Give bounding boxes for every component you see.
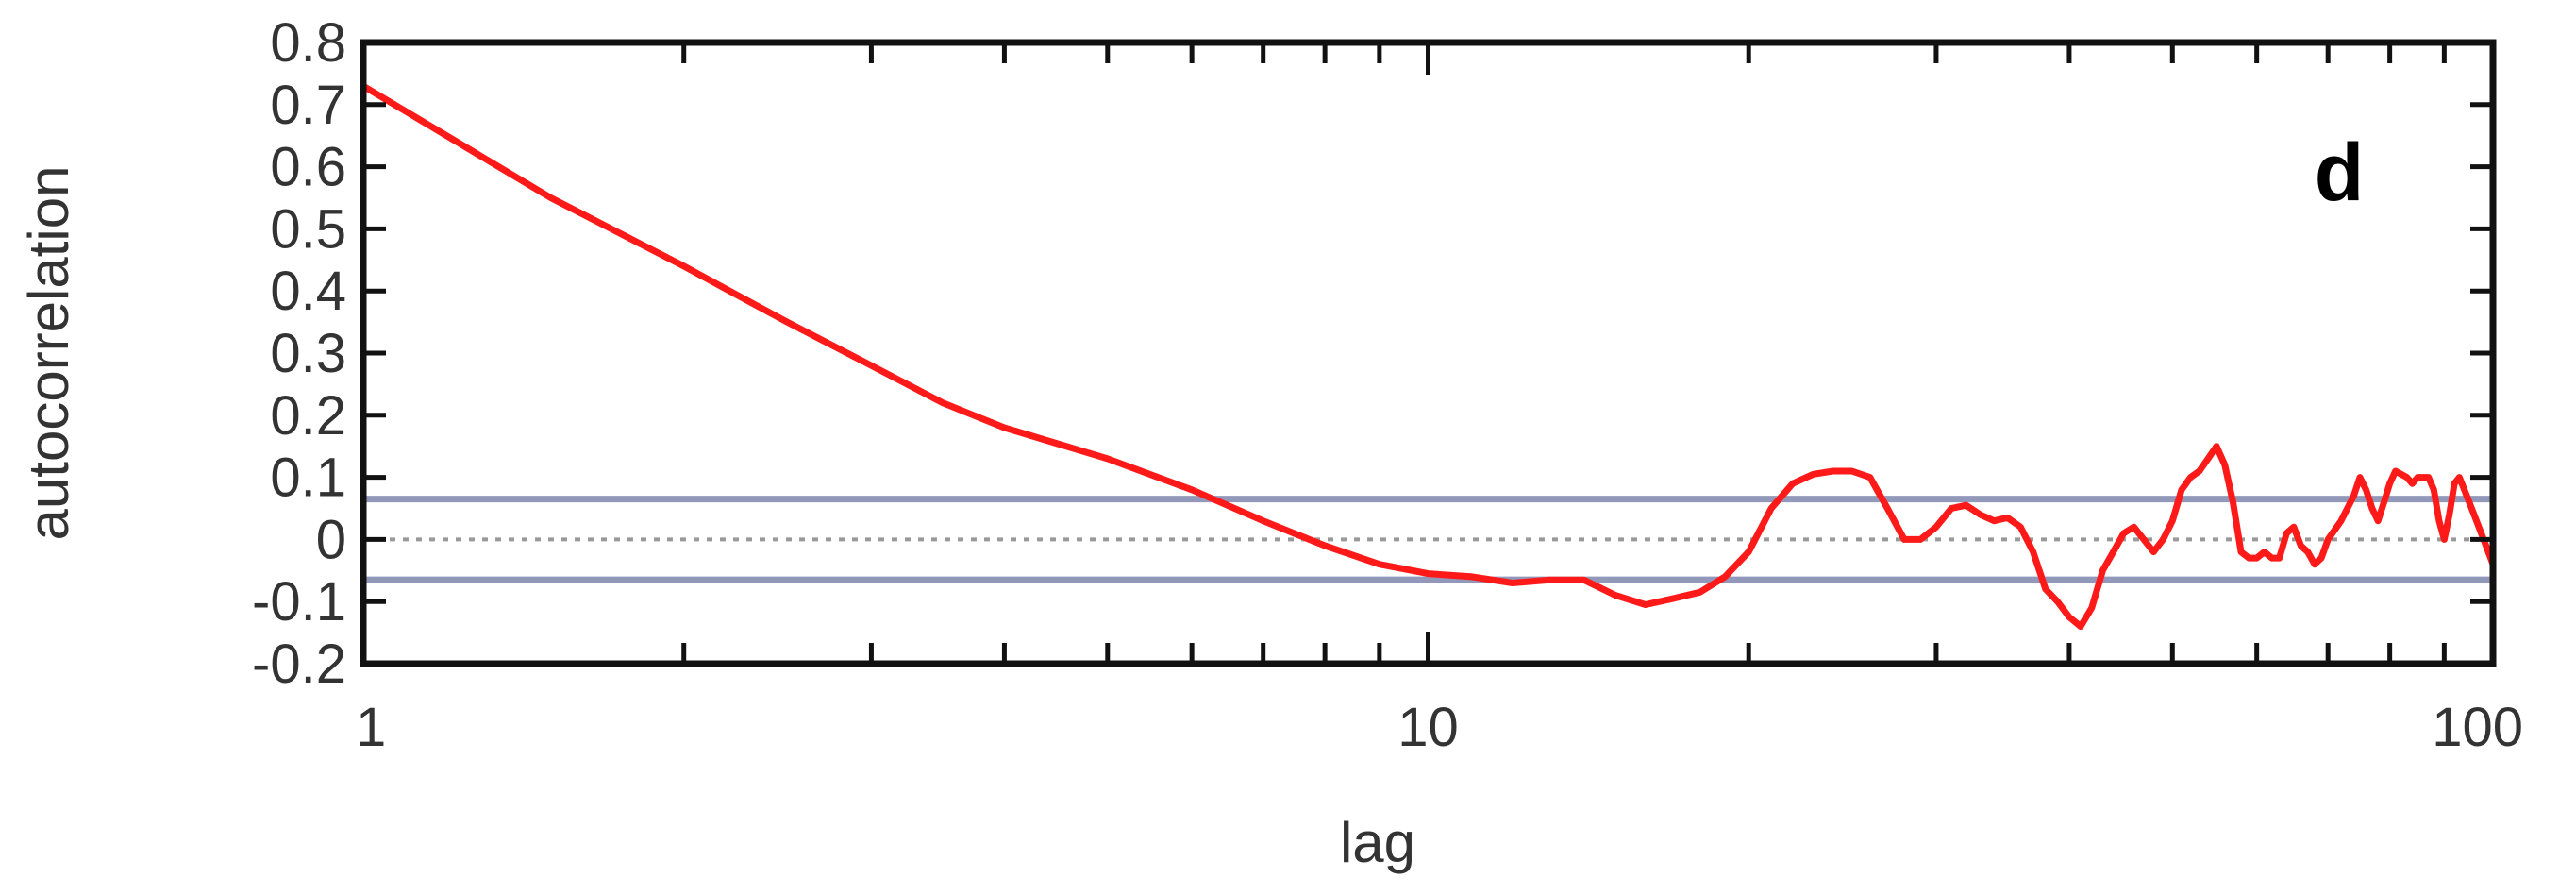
- y-tick-label: 0.1: [270, 448, 346, 509]
- x-tick-labels: 1 10 100: [356, 697, 2523, 758]
- y-tick-label: -0.1: [252, 571, 346, 633]
- y-tick-labels: 0.80.70.60.50.40.30.20.10-0.1-0.2: [252, 12, 346, 695]
- y-tick-label: 0.7: [270, 75, 346, 136]
- panel-label: d: [2315, 127, 2365, 218]
- y-axis-title: autocorrelation: [17, 166, 80, 541]
- x-axis-title: lag: [1340, 811, 1415, 874]
- y-tick-label: 0.5: [270, 198, 346, 260]
- autocorrelation-series-line-1: [360, 82, 2497, 630]
- x-tick-label: 10: [1397, 697, 1459, 758]
- y-tick-label: 0.2: [270, 385, 346, 447]
- x-tick-label: 1: [356, 697, 386, 758]
- y-tick-label: 0.4: [270, 261, 346, 322]
- x-tick-label: 100: [2432, 697, 2523, 758]
- y-tick-label: -0.2: [252, 633, 346, 695]
- y-tick-label: 0.3: [270, 323, 346, 384]
- y-tick-label: 0: [316, 509, 346, 570]
- y-tick-label: 0.8: [270, 12, 346, 74]
- series-group: [360, 82, 2497, 630]
- confidence-bands: [363, 496, 2493, 583]
- y-tick-label: 0.6: [270, 137, 346, 198]
- axis-ticks: [360, 40, 2493, 667]
